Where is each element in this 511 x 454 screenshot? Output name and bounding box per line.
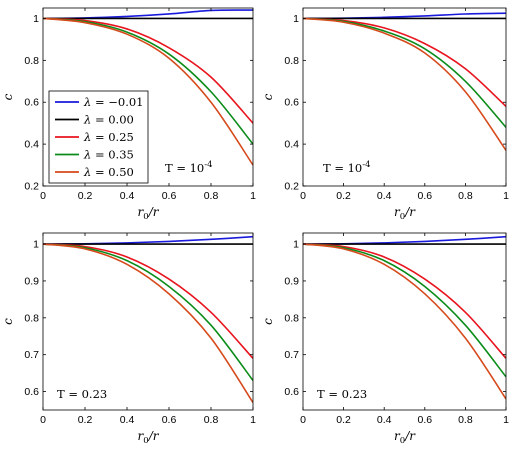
x-tick-label: 0.4 <box>120 414 135 426</box>
x-tick-label: 1 <box>250 414 256 426</box>
y-tick-label: 1 <box>33 13 39 25</box>
axes-frame <box>42 7 254 187</box>
y-tick-label: 0.8 <box>24 55 39 67</box>
x-axis-label: r0/r <box>394 205 416 222</box>
x-tick-label: 0.2 <box>336 414 351 426</box>
legend-entry-3: λ = 0.25 <box>83 130 134 144</box>
y-tick-label: 1 <box>293 239 299 251</box>
series-lines <box>303 12 506 151</box>
chart-panel-3: 0 0.2 0.4 0.6 0.8 1 0.6 0.7 0.8 0.9 1 r0/r c T = 0.23 <box>1 232 256 446</box>
y-tick-label: 0.2 <box>284 181 299 193</box>
y-tick-label: 0.7 <box>284 349 299 361</box>
legend-entry-4: λ = 0.35 <box>83 148 134 162</box>
x-tick-label: 0 <box>40 190 46 202</box>
axes-frame <box>42 232 254 411</box>
x-tick-label: 0.6 <box>417 414 432 426</box>
x-axis-label: r0/r <box>394 429 416 446</box>
y-axis-label: c <box>261 93 275 100</box>
y-tick-label: 0.4 <box>284 139 299 151</box>
y-tick-label: 0.8 <box>284 55 299 67</box>
y-axis-label: c <box>1 93 15 100</box>
x-tick-label: 0.8 <box>458 190 473 202</box>
x-tick-label: 0 <box>40 414 46 426</box>
y-tick-label: 0.6 <box>24 386 39 398</box>
series-line-1 <box>43 9 253 20</box>
y-tick-label: 0.2 <box>24 181 39 193</box>
series-line-3 <box>43 243 253 359</box>
x-tick-label: 0.6 <box>162 190 177 202</box>
x-tick-label: 0.2 <box>78 414 93 426</box>
y-tick-label: 0.8 <box>24 312 39 324</box>
series-line-1 <box>303 235 506 245</box>
x-axis-label: r0/r <box>138 205 160 222</box>
x-tick-label: 0.8 <box>204 414 219 426</box>
x-tick-label: 0.6 <box>417 190 432 202</box>
series-line-3 <box>43 17 253 124</box>
series-lines <box>43 235 253 404</box>
temperature-annotation: T = 10-4 <box>323 160 371 175</box>
y-axis-label: c <box>261 318 275 325</box>
series-lines <box>43 9 253 166</box>
series-line-5 <box>43 243 253 404</box>
x-tick-label: 0.6 <box>162 414 177 426</box>
y-axis-label: c <box>1 318 15 325</box>
x-tick-label: 0.8 <box>458 414 473 426</box>
series-line-3 <box>303 243 506 359</box>
x-tick-label: 0.2 <box>336 190 351 202</box>
x-tick-label: 0.4 <box>377 190 392 202</box>
y-tick-label: 0.7 <box>24 349 39 361</box>
x-tick-label: 0 <box>300 190 306 202</box>
series-line-4 <box>43 243 253 381</box>
x-tick-label: 0.4 <box>120 190 135 202</box>
axes-frame <box>302 232 507 411</box>
y-tick-label: 1 <box>33 239 39 251</box>
series-line-5 <box>303 243 506 400</box>
y-tick-label: 0.4 <box>24 139 39 151</box>
x-tick-label: 1 <box>503 414 509 426</box>
y-tick-label: 0.9 <box>24 275 39 287</box>
legend-entry-2: λ = 0.00 <box>83 113 134 127</box>
x-tick-label: 0.2 <box>78 190 93 202</box>
chart-panel-4: 0 0.2 0.4 0.6 0.8 1 0.6 0.7 0.8 0.9 1 r0/r c T = 0.23 <box>261 232 509 446</box>
x-tick-label: 1 <box>250 190 256 202</box>
temperature-annotation: T = 10-4 <box>165 160 213 175</box>
x-tick-label: 0.4 <box>377 414 392 426</box>
temperature-annotation: T = 0.23 <box>317 387 367 401</box>
x-tick-label: 1 <box>503 190 509 202</box>
x-tick-label: 0.8 <box>204 190 219 202</box>
legend: λ = −0.01 λ = 0.00 λ = 0.25 λ = 0.35 λ = 0.5… <box>48 90 149 184</box>
series-line-1 <box>43 235 253 245</box>
y-tick-label: 0.6 <box>24 97 39 109</box>
axes-frame <box>302 7 507 187</box>
y-tick-label: 0.6 <box>284 386 299 398</box>
y-tick-label: 1 <box>293 13 299 25</box>
temperature-annotation: T = 0.23 <box>57 387 107 401</box>
legend-entry-5: λ = 0.50 <box>83 165 134 179</box>
y-tick-label: 0.8 <box>284 312 299 324</box>
series-line-3 <box>303 17 506 108</box>
legend-entry-1: λ = −0.01 <box>83 95 144 109</box>
series-lines <box>303 235 506 400</box>
x-axis-label: r0/r <box>138 429 160 446</box>
series-line-4 <box>43 17 253 145</box>
x-tick-label: 0 <box>300 414 306 426</box>
y-tick-label: 0.9 <box>284 275 299 287</box>
series-line-5 <box>303 17 506 151</box>
y-tick-label: 0.6 <box>284 97 299 109</box>
series-line-5 <box>43 17 253 166</box>
series-line-4 <box>303 243 506 378</box>
